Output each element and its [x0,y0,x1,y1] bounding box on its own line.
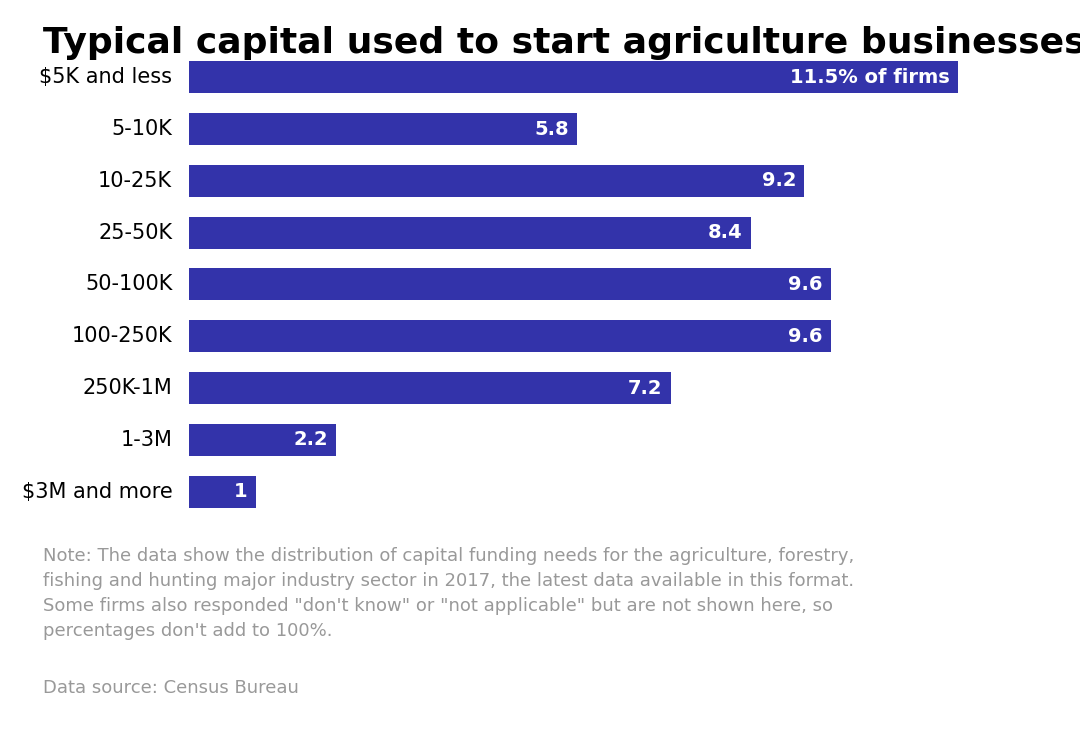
Bar [189,269,831,300]
Bar [189,165,805,197]
Text: 10-25K: 10-25K [98,171,173,191]
Text: 100-250K: 100-250K [71,326,173,346]
Text: 9.2: 9.2 [761,171,796,190]
Text: 1-3M: 1-3M [120,430,173,450]
Text: 2.2: 2.2 [294,430,328,449]
Text: 5-10K: 5-10K [111,119,173,139]
Text: 5.8: 5.8 [535,120,569,139]
Text: 9.6: 9.6 [788,327,823,346]
Text: Data source: Census Bureau: Data source: Census Bureau [43,679,299,697]
Text: 1: 1 [234,482,247,501]
Bar [189,476,256,508]
Bar [189,61,958,93]
Text: 50-100K: 50-100K [85,275,173,294]
Bar [189,113,577,145]
Text: 25-50K: 25-50K [98,222,173,243]
Bar [189,217,751,249]
Text: Typical capital used to start agriculture businesses: Typical capital used to start agricultur… [43,26,1080,59]
Text: 7.2: 7.2 [627,379,662,398]
Text: 250K-1M: 250K-1M [82,378,173,398]
Text: $3M and more: $3M and more [22,482,173,501]
Text: 9.6: 9.6 [788,275,823,294]
Bar [189,372,671,404]
Text: 8.4: 8.4 [708,223,743,242]
Text: $5K and less: $5K and less [39,68,173,87]
Text: Note: The data show the distribution of capital funding needs for the agricultur: Note: The data show the distribution of … [43,547,854,640]
Bar [189,424,336,456]
Bar [189,320,831,352]
Text: 11.5% of firms: 11.5% of firms [791,68,950,87]
